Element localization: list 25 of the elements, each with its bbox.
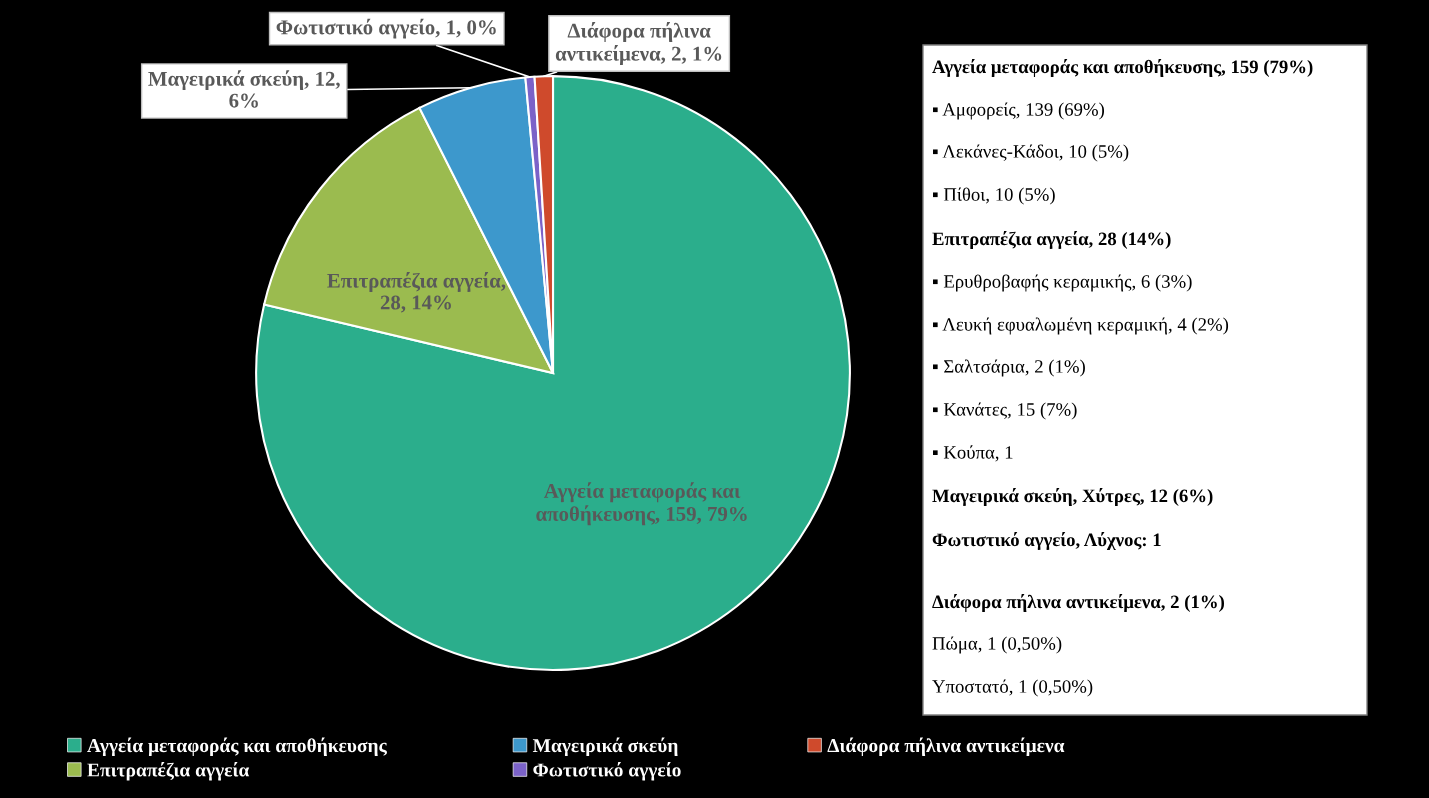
text: ▪ Ερυθροβαφής κεραμικής, 6 (3%) xyxy=(933,274,1192,292)
legend-label: Φωτιστικό αγγείο xyxy=(533,761,681,781)
text: ▪ Κανάτες, 15 (7%) xyxy=(933,402,1077,420)
data-label: Διάφορα πήλινα αντικείμενα, 2, 1% xyxy=(555,22,722,65)
data-label: Επιτραπέζια αγγεία, 28, 14% xyxy=(327,272,506,313)
text: Μαγειρικά σκεύη, Χύτρες, 12 (6%) xyxy=(932,488,1213,506)
text: Διάφορα πήλινα αντικείμενα, 2 (1%) xyxy=(932,594,1225,612)
text: ▪ Σαλτσάρια, 2 (1%) xyxy=(933,359,1085,377)
legend-label: Διάφορα πήλινα αντικείμενα xyxy=(827,737,1065,757)
text: Φωτιστικό αγγείο, Λύχνος: 1 xyxy=(932,532,1161,550)
legend-label: Αγγεία μεταφοράς και αποθήκευσης xyxy=(87,737,387,757)
text: ▪ Κούπα, 1 xyxy=(933,445,1013,462)
legend-label: Μαγειρικά σκεύη xyxy=(532,737,678,757)
text: Επιτραπέζια αγγεία, 28 (14%) xyxy=(932,231,1171,249)
text: Πώμα, 1 (0,50%) xyxy=(932,636,1062,654)
text: Αγγεία μεταφοράς και αποθήκευσης, 159 (79%) xyxy=(932,59,1313,77)
text: Υποστατό, 1 (0,50%) xyxy=(932,679,1093,697)
text: ▪ Λευκή εφυαλωμένη κεραμική, 4 (2%) xyxy=(933,317,1229,335)
legend-label: Επιτραπέζια αγγεία xyxy=(87,761,250,781)
text: ▪ Αμφορείς, 139 (69%) xyxy=(933,102,1105,120)
text: ▪ Λεκάνες-Κάδοι, 10 (5%) xyxy=(933,144,1129,162)
data-label: Φωτιστικό αγγείο, 1, 0% xyxy=(276,18,496,39)
data-label: Αγγεία μεταφοράς και αποθήκευσης, 159, 79% xyxy=(536,482,747,526)
data-label: Μαγειρικά σκεύη, 12, 6% xyxy=(148,70,340,108)
text: ▪ Πίθοι, 10 (5%) xyxy=(933,187,1055,205)
